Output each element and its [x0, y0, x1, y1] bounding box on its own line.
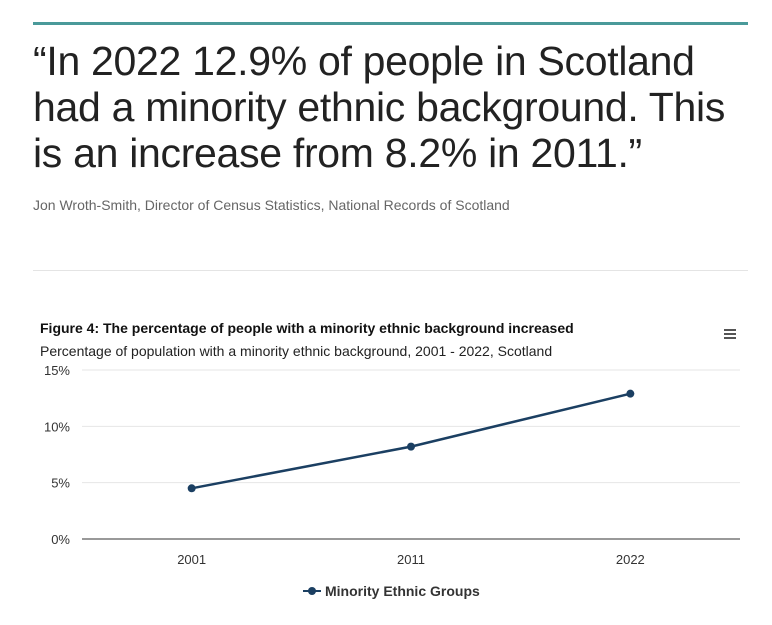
chart-title: Figure 4: The percentage of people with … — [40, 320, 574, 336]
data-point[interactable] — [626, 389, 635, 398]
y-tick-label: 0% — [51, 532, 70, 547]
data-point[interactable] — [187, 484, 196, 493]
legend-label: Minority Ethnic Groups — [325, 583, 480, 599]
chart-subtitle: Percentage of population with a minority… — [40, 343, 553, 359]
menu-bar — [724, 333, 736, 335]
legend-line-marker-icon — [303, 585, 321, 597]
quote-attribution: Jon Wroth-Smith, Director of Census Stat… — [33, 197, 510, 213]
series-line — [191, 392, 631, 490]
y-tick-label: 15% — [44, 363, 70, 378]
chart-menu-icon[interactable] — [721, 326, 739, 344]
data-point[interactable] — [407, 442, 415, 451]
menu-bar — [724, 337, 736, 339]
x-tick-label: 2001 — [177, 552, 206, 567]
pull-quote: “In 2022 12.9% of people in Scotland had… — [33, 38, 726, 176]
x-tick-label: 2011 — [397, 552, 425, 567]
legend-item-minority-ethnic-groups[interactable]: Minority Ethnic Groups — [303, 583, 480, 599]
x-tick-label: 2022 — [616, 552, 645, 567]
section-divider — [33, 270, 748, 271]
menu-bar — [724, 329, 736, 331]
y-tick-label: 5% — [51, 476, 70, 491]
y-tick-label: 10% — [44, 419, 70, 434]
top-accent-rule — [33, 22, 748, 25]
